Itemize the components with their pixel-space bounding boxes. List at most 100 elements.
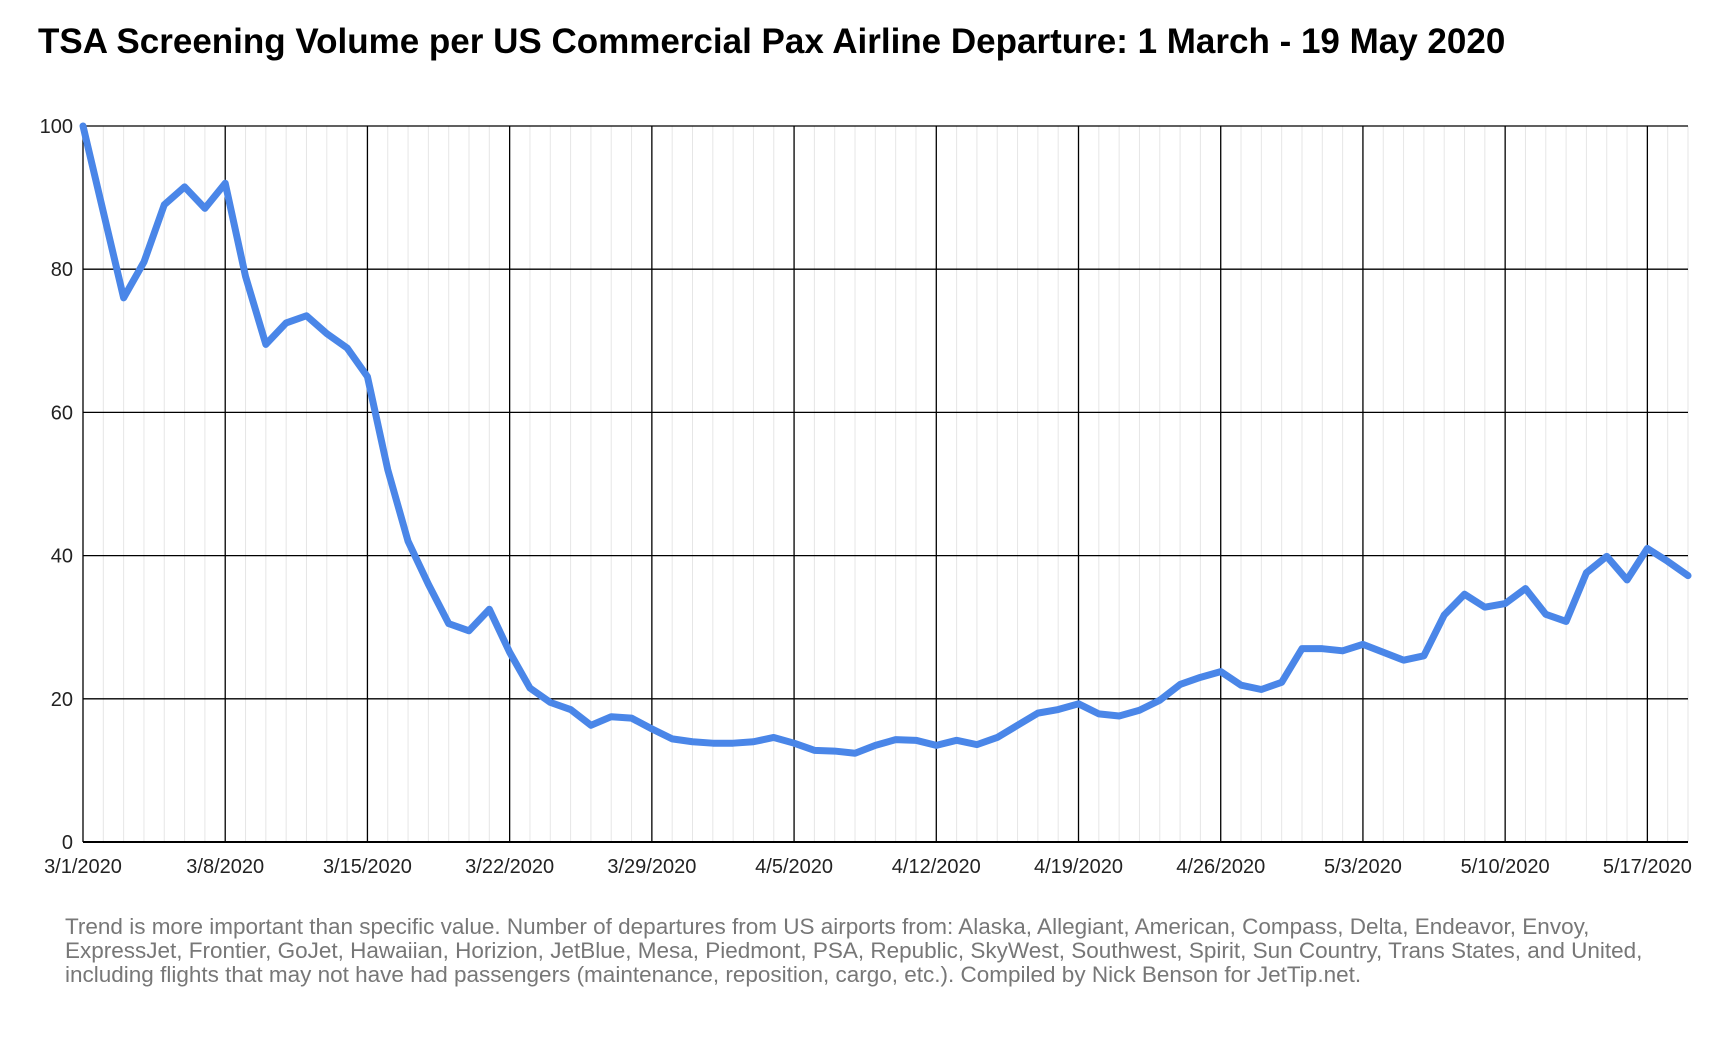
data-point <box>1055 706 1061 712</box>
data-point <box>1543 611 1549 617</box>
data-point <box>1441 612 1447 618</box>
data-point <box>1563 618 1569 624</box>
data-point <box>1157 697 1163 703</box>
data-point <box>425 581 431 587</box>
data-point <box>405 538 411 544</box>
data-point <box>669 736 675 742</box>
data-point <box>1197 674 1203 680</box>
data-point <box>527 685 533 691</box>
series-line <box>79 122 1692 757</box>
x-tick-label: 4/12/2020 <box>892 856 981 878</box>
y-tick-label: 0 <box>62 832 73 854</box>
data-point <box>628 715 634 721</box>
y-tick-label: 60 <box>51 402 73 424</box>
data-point <box>1685 572 1691 578</box>
data-point <box>1116 713 1122 719</box>
y-tick-label: 20 <box>51 689 73 711</box>
data-point <box>1502 600 1508 606</box>
minor-gridlines <box>102 126 1689 842</box>
data-point <box>364 373 370 379</box>
data-point <box>1522 585 1528 591</box>
data-point <box>1461 591 1467 597</box>
x-tick-label: 5/17/2020 <box>1603 856 1692 878</box>
data-point <box>1583 570 1589 576</box>
x-tick-label: 5/3/2020 <box>1324 856 1402 878</box>
data-point <box>1644 545 1650 551</box>
x-tick-labels: 3/1/2020 3/8/2020 3/15/2020 3/22/2020 3/29/2… <box>44 856 1692 878</box>
data-point <box>324 330 330 336</box>
data-point <box>181 184 187 190</box>
data-point <box>547 699 553 705</box>
data-point <box>1299 645 1305 651</box>
data-point <box>80 123 86 129</box>
data-point <box>344 345 350 351</box>
data-point <box>1177 681 1183 687</box>
y-tick-label: 100 <box>40 116 73 138</box>
data-point <box>872 742 878 748</box>
data-point <box>1258 686 1264 692</box>
data-point <box>608 714 614 720</box>
data-point <box>913 737 919 743</box>
x-tick-label: 3/29/2020 <box>607 856 696 878</box>
data-point <box>689 739 695 745</box>
data-point <box>588 722 594 728</box>
data-point <box>750 739 756 745</box>
x-tick-label: 3/8/2020 <box>186 856 264 878</box>
data-point <box>892 736 898 742</box>
major-gridlines <box>82 125 1688 843</box>
data-point <box>1664 558 1670 564</box>
y-tick-labels: 0 20 40 60 80 100 <box>40 116 73 854</box>
data-point <box>141 259 147 265</box>
data-point <box>1278 679 1284 685</box>
data-point <box>710 740 716 746</box>
data-point <box>567 706 573 712</box>
data-point <box>1604 553 1610 559</box>
data-point <box>202 205 208 211</box>
data-point <box>1319 645 1325 651</box>
data-point <box>933 742 939 748</box>
y-tick-label: 80 <box>51 259 73 281</box>
data-point <box>1380 649 1386 655</box>
data-point <box>1339 648 1345 654</box>
x-tick-label: 4/19/2020 <box>1034 856 1123 878</box>
x-tick-label: 3/1/2020 <box>44 856 122 878</box>
data-point <box>994 734 1000 740</box>
data-point <box>263 341 269 347</box>
data-point <box>649 726 655 732</box>
data-point <box>974 741 980 747</box>
footnote: Trend is more important than specific va… <box>65 914 1643 987</box>
data-point <box>730 740 736 746</box>
series-layer <box>79 122 1692 757</box>
data-point <box>486 606 492 612</box>
data-point <box>222 180 228 186</box>
data-point <box>1421 653 1427 659</box>
x-tick-label: 4/5/2020 <box>755 856 833 878</box>
x-tick-label: 3/22/2020 <box>465 856 554 878</box>
data-point <box>506 649 512 655</box>
data-point <box>1218 668 1224 674</box>
data-point <box>1075 701 1081 707</box>
data-point <box>811 747 817 753</box>
data-point <box>303 313 309 319</box>
data-point <box>1035 710 1041 716</box>
data-point <box>100 209 106 215</box>
data-point <box>283 320 289 326</box>
data-point <box>1096 711 1102 717</box>
y-tick-label: 40 <box>51 546 73 568</box>
data-point <box>832 748 838 754</box>
data-point <box>1482 604 1488 610</box>
data-point <box>120 295 126 301</box>
x-tick-label: 3/15/2020 <box>323 856 412 878</box>
data-point <box>445 620 451 626</box>
data-point <box>466 628 472 634</box>
data-point <box>385 466 391 472</box>
data-point <box>852 750 858 756</box>
data-point <box>161 202 167 208</box>
data-point <box>791 740 797 746</box>
data-point <box>953 737 959 743</box>
data-point <box>242 273 248 279</box>
data-point <box>1136 707 1142 713</box>
data-point <box>771 734 777 740</box>
chart-title: TSA Screening Volume per US Commercial P… <box>38 22 1506 61</box>
